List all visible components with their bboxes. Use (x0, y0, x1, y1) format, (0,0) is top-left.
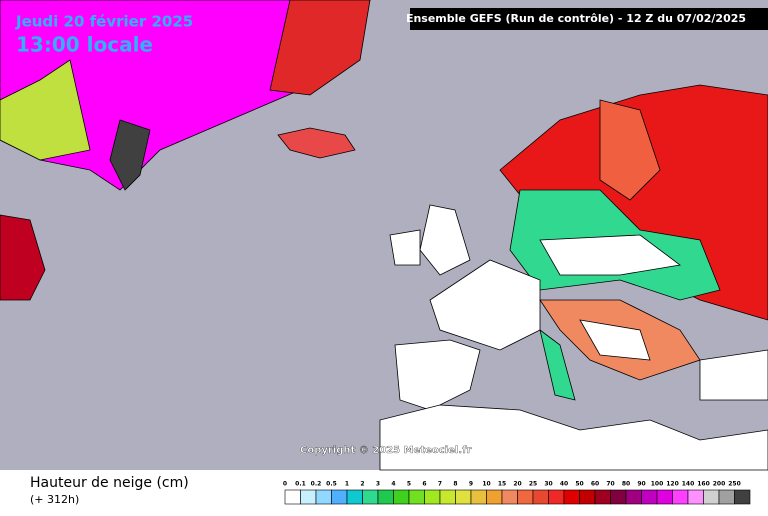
legend-swatch (501, 489, 518, 505)
legend-swatch (377, 489, 394, 505)
legend-swatch (331, 489, 348, 505)
run-banner (410, 8, 768, 30)
legend-label: 100 (651, 481, 664, 488)
legend-label: 30 (544, 481, 552, 488)
legend-swatch (408, 489, 425, 505)
legend-swatch (532, 489, 549, 505)
legend-title: Hauteur de neige (cm) (30, 475, 189, 491)
legend-label: 90 (637, 481, 645, 488)
legend-label: 15 (498, 481, 506, 488)
legend-swatch (439, 489, 456, 505)
legend-swatch (579, 489, 596, 505)
legend-swatch (455, 489, 472, 505)
legend-label: 3 (376, 481, 380, 488)
legend-label: 120 (666, 481, 679, 488)
legend-swatch (393, 489, 410, 505)
copyright: Copyright © 2025 Meteociel.fr (300, 445, 471, 456)
legend-label: 9 (469, 481, 473, 488)
legend-label: 8 (453, 481, 457, 488)
legend-swatch (672, 489, 689, 505)
run-info: Ensemble GEFS (Run de contrôle) - 12 Z d… (406, 12, 746, 25)
legend-swatch (734, 489, 751, 505)
forecast-date: Jeudi 20 février 2025 (15, 13, 193, 31)
legend-swatch (517, 489, 534, 505)
legend-label: 140 (682, 481, 695, 488)
legend-label: 40 (560, 481, 568, 488)
forecast-time: 13:00 locale (16, 33, 153, 57)
legend-label: 25 (529, 481, 537, 488)
legend-label: 6 (422, 481, 426, 488)
legend-label: 10 (482, 481, 490, 488)
legend-swatch (346, 489, 363, 505)
legend-swatch (315, 489, 332, 505)
legend-swatch (594, 489, 611, 505)
legend-label: 0.2 (311, 481, 322, 488)
legend-swatch (703, 489, 720, 505)
legend-label: 0 (283, 481, 287, 488)
legend-label: 20 (513, 481, 521, 488)
legend-swatch (548, 489, 565, 505)
legend-swatch (610, 489, 627, 505)
land (0, 0, 768, 471)
legend-swatch (563, 489, 580, 505)
legend-label: 250 (728, 481, 741, 488)
legend-swatch (687, 489, 704, 505)
lead-time: (+ 312h) (30, 493, 79, 506)
legend-swatch (424, 489, 441, 505)
legend-label: 5 (407, 481, 411, 488)
legend-label: 1 (345, 481, 349, 488)
legend-swatch (362, 489, 379, 505)
legend-label: 7 (438, 481, 442, 488)
legend-swatch (486, 489, 503, 505)
legend-label: 0.1 (295, 481, 306, 488)
legend-swatch (718, 489, 735, 505)
legend-swatch (641, 489, 658, 505)
legend-swatch (656, 489, 673, 505)
legend-label: 80 (622, 481, 630, 488)
legend-swatch (300, 489, 317, 505)
legend-label: 160 (697, 481, 710, 488)
legend-swatch (625, 489, 642, 505)
legend-label: 70 (606, 481, 614, 488)
legend-label: 4 (391, 481, 395, 488)
legend-swatch (470, 489, 487, 505)
legend-label: 200 (713, 481, 726, 488)
legend-label: 60 (591, 481, 599, 488)
legend-label: 2 (360, 481, 364, 488)
legend-label: 50 (575, 481, 583, 488)
legend-label: 0.5 (326, 481, 337, 488)
legend-swatch (284, 489, 301, 505)
